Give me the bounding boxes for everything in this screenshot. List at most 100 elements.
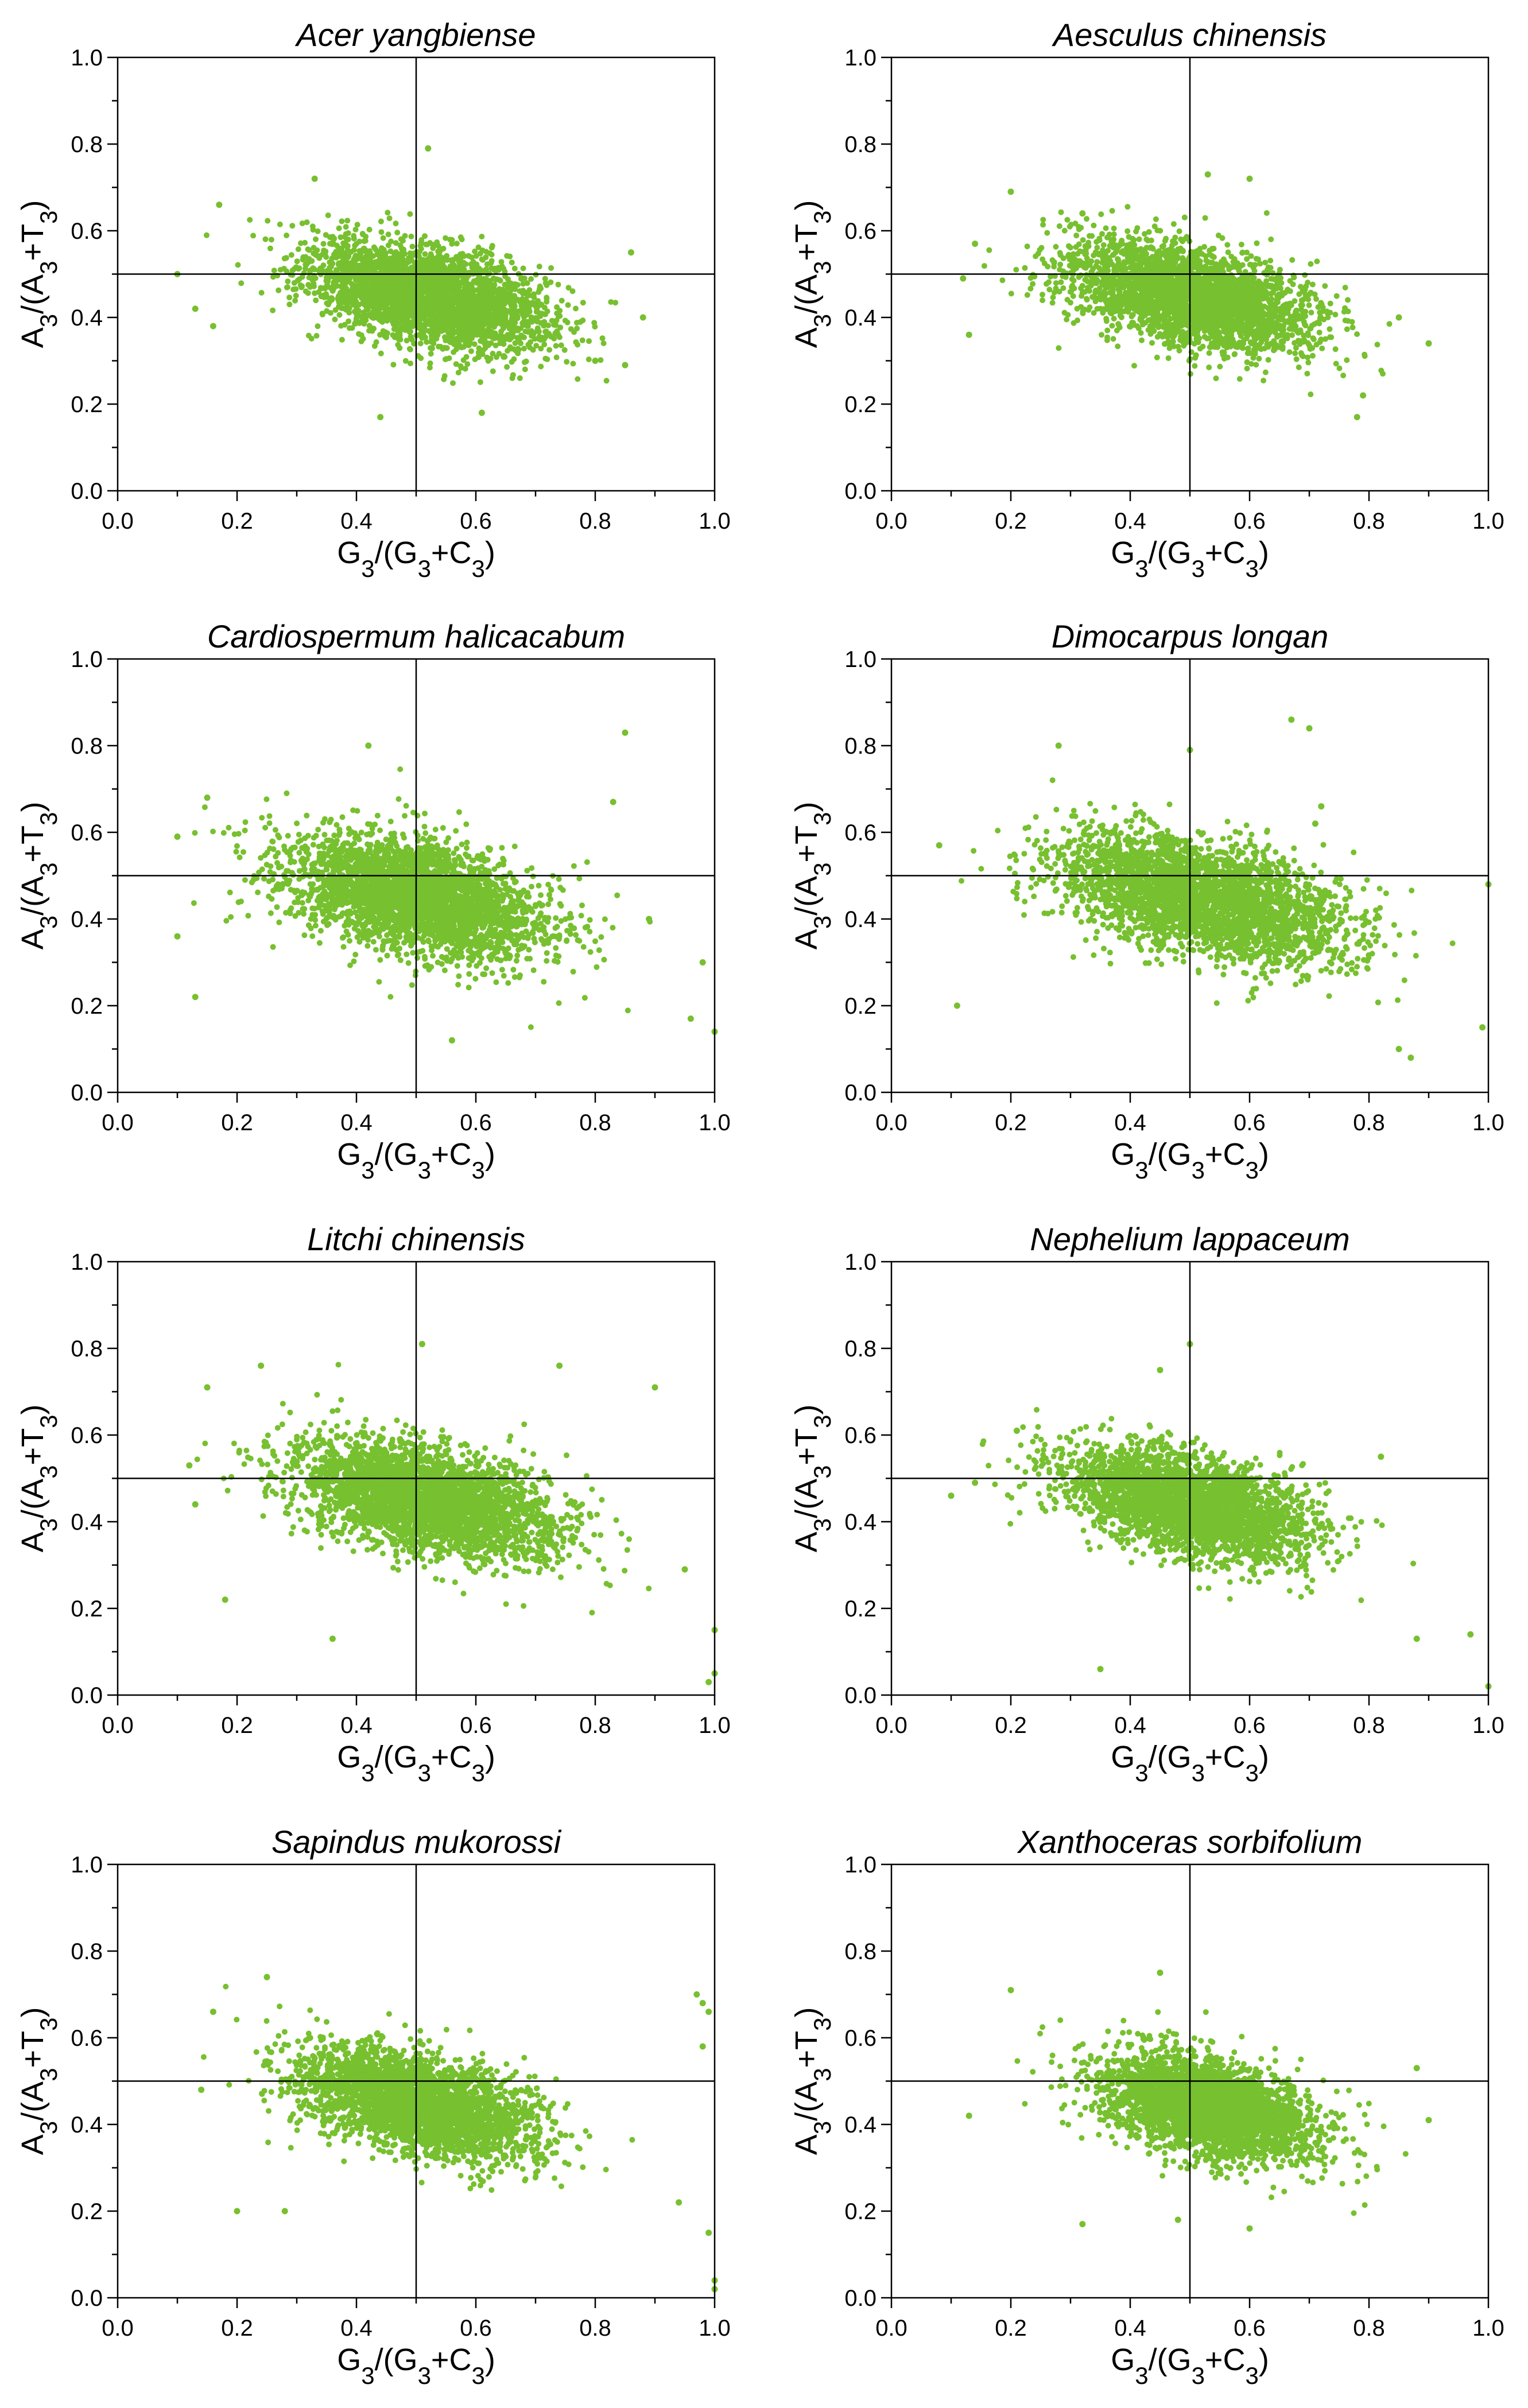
cloud-point <box>580 317 586 324</box>
cloud-point <box>1091 310 1097 316</box>
cloud-point <box>262 236 269 242</box>
cloud-point <box>427 360 433 366</box>
cloud-point <box>1104 327 1111 334</box>
cloud-point <box>537 283 543 289</box>
cloud-point <box>360 280 366 286</box>
cloud-point <box>351 232 357 239</box>
cloud-point <box>456 258 462 265</box>
cloud-point <box>286 301 293 308</box>
cloud-point <box>511 265 518 272</box>
cloud-point <box>346 266 352 273</box>
cloud-point <box>383 334 389 340</box>
cloud-point <box>585 356 592 363</box>
cloud-point <box>549 317 555 324</box>
cloud-point <box>575 376 581 382</box>
cloud-point <box>457 319 464 325</box>
cloud-point <box>449 323 455 329</box>
cloud-point <box>377 332 383 338</box>
y-tick-label: 0.0 <box>71 479 103 504</box>
cloud-point <box>267 245 273 251</box>
cloud-point <box>455 370 461 376</box>
cloud-point <box>276 287 282 293</box>
cloud-point <box>1040 222 1046 228</box>
cloud-point <box>343 224 349 230</box>
cloud-point <box>358 332 364 338</box>
cloud-point <box>417 331 423 338</box>
cloud-point <box>598 357 604 363</box>
cloud-point <box>477 307 483 313</box>
cloud-point <box>392 284 398 290</box>
cloud-point <box>345 230 351 236</box>
cloud-point <box>1305 359 1312 366</box>
cloud-point <box>497 340 503 346</box>
cloud-point <box>501 301 507 307</box>
cloud-point <box>422 304 428 310</box>
cloud-point <box>542 276 548 282</box>
cloud-point <box>473 299 479 305</box>
cloud-point <box>1057 261 1064 267</box>
cloud-point <box>1293 310 1300 316</box>
cloud-point <box>373 296 379 302</box>
cloud-point <box>352 321 358 327</box>
cloud-point <box>306 274 312 281</box>
cloud-point <box>443 235 449 241</box>
cloud-point <box>359 231 366 237</box>
cloud-point <box>1111 316 1117 322</box>
cloud-point <box>1024 292 1030 298</box>
cloud-point <box>538 320 544 326</box>
cloud-point <box>473 253 479 259</box>
cloud-point <box>235 262 241 268</box>
cloud-point <box>289 272 296 278</box>
cloud-point <box>329 255 335 262</box>
cloud-point <box>568 326 574 332</box>
cloud-point <box>344 262 351 267</box>
cloud-point <box>388 313 394 320</box>
cloud-point <box>569 288 576 294</box>
cloud-point <box>345 236 351 243</box>
cloud-point <box>533 343 540 349</box>
cloud-point <box>366 227 373 232</box>
cloud-point <box>268 236 274 243</box>
cloud-point <box>430 324 436 331</box>
cloud-point <box>307 284 313 290</box>
cloud-point <box>599 335 606 342</box>
cloud-point <box>1013 266 1019 273</box>
cloud-point <box>383 290 389 296</box>
cloud-point <box>1124 228 1131 234</box>
cloud-point <box>553 343 559 349</box>
cloud-point <box>350 299 356 305</box>
cloud-point <box>408 253 414 259</box>
cloud-point <box>291 280 297 286</box>
cloud-point <box>370 290 376 297</box>
y-tick-label: 1.0 <box>71 45 103 71</box>
data-point <box>622 362 629 369</box>
cloud-point <box>449 297 455 303</box>
cloud-point <box>417 294 424 301</box>
cloud-point <box>457 296 464 303</box>
cloud-point <box>525 329 532 335</box>
cloud-point <box>471 305 477 312</box>
cloud-point <box>580 300 586 306</box>
cloud-point <box>296 265 303 272</box>
cloud-point <box>298 284 305 290</box>
y-tick-label: 0.2 <box>71 392 103 417</box>
cloud-point <box>389 265 395 271</box>
y-tick-label: 0.4 <box>71 305 103 331</box>
cloud-point <box>424 339 430 345</box>
cloud-point <box>449 241 455 247</box>
cloud-point <box>509 324 515 330</box>
cloud-point <box>501 266 507 272</box>
cloud-point <box>538 363 544 370</box>
cloud-point <box>1008 290 1014 297</box>
data-point <box>192 305 199 312</box>
cloud-point <box>1316 329 1323 336</box>
cloud-point <box>428 262 435 269</box>
cloud-point <box>478 316 483 323</box>
cloud-point <box>482 283 488 289</box>
cloud-point <box>397 345 403 351</box>
cloud-point <box>463 279 470 285</box>
data-point <box>627 249 634 256</box>
cloud-point <box>339 336 345 343</box>
cloud-point <box>446 307 452 313</box>
cloud-point <box>1103 318 1110 324</box>
